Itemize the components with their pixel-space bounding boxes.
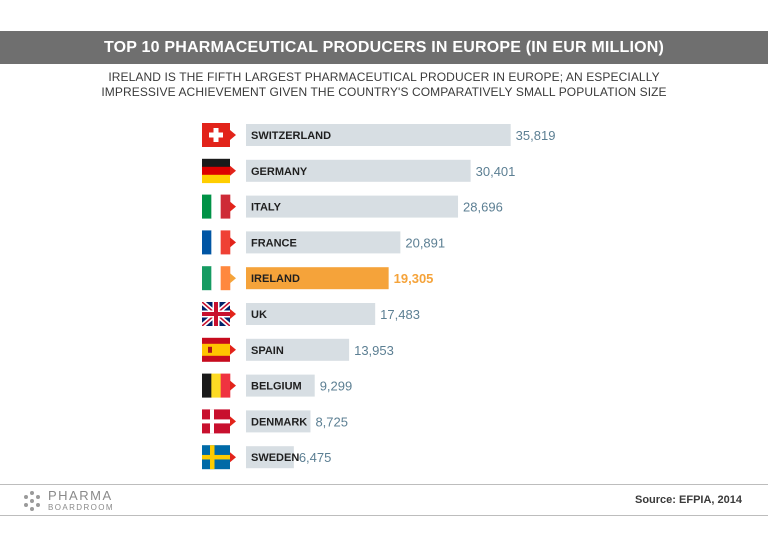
bar-belgium: [246, 374, 315, 397]
chart-row-germany: GERMANY 30,401: [202, 158, 516, 184]
logo-text-boardroom: BOARDROOM: [48, 503, 114, 512]
category-label: SWEDEN: [251, 452, 299, 464]
bar-germany: [246, 159, 471, 182]
italy-flag-icon: [202, 194, 231, 219]
germany-flag-icon: [202, 158, 230, 184]
bar-sweden: [246, 446, 294, 469]
flag-pointer-icon: [230, 380, 236, 391]
footer-divider-bottom: [0, 515, 768, 516]
chart-title: TOP 10 PHARMACEUTICAL PRODUCERS IN EUROP…: [103, 38, 665, 56]
value-label: 13,953: [354, 343, 394, 358]
chart-title-bar: TOP 10 PHARMACEUTICAL PRODUCERS IN EUROP…: [0, 31, 768, 64]
category-label: IRELAND: [251, 273, 300, 285]
denmark-flag-icon: [202, 409, 230, 434]
value-label: 8,725: [315, 414, 348, 429]
flag-pointer-icon: [230, 130, 236, 140]
chart-row-ireland: IRELAND 19,305: [202, 266, 434, 291]
pharma-boardroom-logo: PHARMA BOARDROOM: [22, 489, 114, 512]
flag-pointer-icon: [230, 165, 236, 176]
bar-uk: [246, 303, 376, 325]
value-label: 6,475: [299, 450, 332, 465]
logo-mark-icon: [22, 490, 42, 511]
bar-switzerland: [246, 124, 511, 146]
flag-pointer-icon: [230, 237, 236, 248]
value-label: 35,819: [516, 128, 556, 143]
value-label: 20,891: [405, 235, 445, 250]
spain-flag-icon: [202, 337, 230, 362]
chart-subtitle: IRELAND IS THE FIFTH LARGEST PHARMACEUTI…: [0, 70, 768, 100]
bar-spain: [246, 338, 350, 361]
footer-divider-top: [0, 484, 768, 485]
category-label: SPAIN: [251, 345, 284, 357]
flag-pointer-icon: [230, 273, 236, 284]
france-flag-icon: [202, 230, 231, 255]
switzerland-flag-icon: [202, 123, 230, 147]
chart-row-belgium: BELGIUM 9,299: [202, 373, 353, 398]
category-label: UK: [251, 309, 267, 321]
category-label: GERMANY: [251, 166, 308, 178]
chart-row-sweden: SWEDEN 6,475: [202, 445, 332, 470]
category-label: ITALY: [251, 202, 282, 214]
value-label: 19,305: [394, 271, 434, 286]
chart-row-denmark: DENMARK 8,725: [202, 409, 348, 434]
flag-pointer-icon: [230, 344, 236, 355]
flag-pointer-icon: [230, 452, 236, 463]
category-label: SWITZERLAND: [251, 130, 331, 142]
uk-flag-icon: [202, 302, 230, 326]
sweden-flag-icon: [202, 445, 230, 470]
value-label: 28,696: [463, 200, 503, 215]
chart-row-switzerland: SWITZERLAND 35,819: [202, 123, 555, 147]
value-label: 30,401: [476, 164, 516, 179]
source-note: Source: EFPIA, 2014: [635, 494, 742, 506]
chart-row-uk: UK 17,483: [202, 302, 420, 326]
category-label: DENMARK: [251, 416, 307, 428]
subtitle-line-2: IMPRESSIVE ACHIEVEMENT GIVEN THE COUNTRY…: [101, 85, 667, 99]
flag-pointer-icon: [230, 309, 236, 319]
subtitle-line-1: IRELAND IS THE FIFTH LARGEST PHARMACEUTI…: [108, 70, 660, 84]
category-label: FRANCE: [251, 237, 297, 249]
category-label: BELGIUM: [251, 381, 302, 393]
value-label: 9,299: [320, 379, 353, 394]
bar-france: [246, 231, 401, 254]
chart-row-france: FRANCE 20,891: [202, 230, 445, 255]
flag-pointer-icon: [230, 416, 236, 427]
chart-row-italy: ITALY 28,696: [202, 194, 503, 219]
flag-pointer-icon: [230, 201, 236, 212]
bar-italy: [246, 195, 459, 218]
bar-denmark: [246, 410, 311, 433]
value-label: 17,483: [380, 307, 420, 322]
logo-text-pharma: PHARMA: [48, 488, 113, 503]
belgium-flag-icon: [202, 373, 231, 398]
bar-ireland: [246, 267, 389, 290]
ireland-flag-icon: [202, 266, 231, 291]
chart-row-spain: SPAIN 13,953: [202, 337, 394, 362]
